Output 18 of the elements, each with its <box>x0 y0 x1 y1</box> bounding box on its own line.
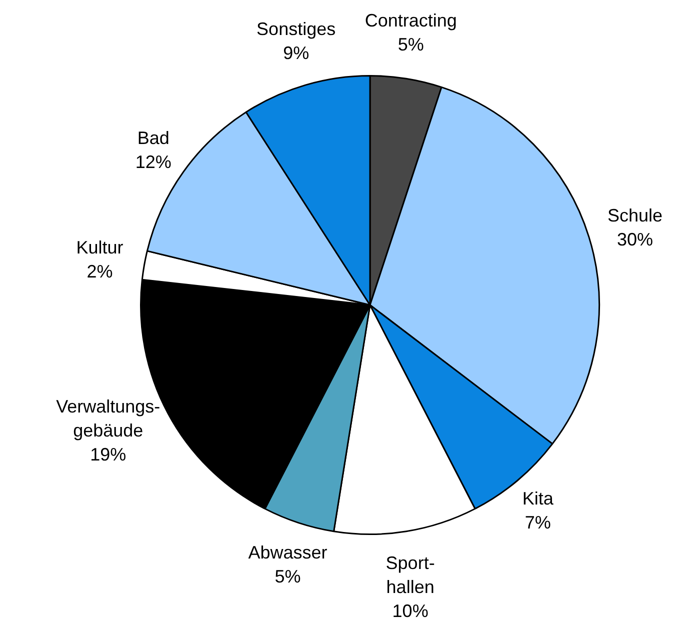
data-label: 5% <box>398 34 424 54</box>
slice-label: Schule <box>607 205 663 226</box>
slice-label: Kultur <box>76 238 124 258</box>
data-label: 9% <box>283 42 310 63</box>
data-label: 12% <box>135 152 172 172</box>
data-label: 30% <box>616 229 654 250</box>
slice-label: Verwaltungs-gebäude <box>56 396 160 441</box>
data-label: 2% <box>86 262 113 282</box>
data-label: 10% <box>392 601 428 622</box>
slice-label: Bad <box>137 128 170 148</box>
slice-label: Abwasser <box>248 542 328 562</box>
slice-label: Sonstiges <box>256 18 336 39</box>
data-label: 7% <box>524 512 551 533</box>
data-label: 5% <box>274 566 301 586</box>
data-label: 19% <box>90 444 126 465</box>
slice-label: Contracting <box>364 10 457 30</box>
slice-label: Sport-hallen <box>386 553 435 598</box>
slice-label: Kita <box>522 488 554 509</box>
